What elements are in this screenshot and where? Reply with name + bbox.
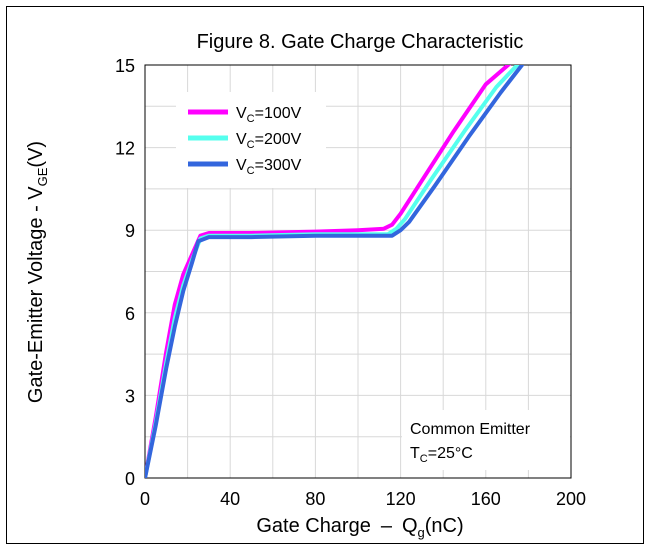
x-axis-label-symbol: Q [402, 515, 418, 537]
x-tick-label: 40 [220, 489, 240, 509]
y-tick-label: 0 [125, 469, 135, 489]
legend-label-1: VC=100V [236, 105, 302, 125]
series-line-3 [145, 65, 524, 478]
annotation-t-value: =25°C [428, 445, 473, 462]
x-axis-label-main: Gate Charge [256, 515, 371, 537]
annotation-t-subscript: C [420, 453, 428, 465]
x-axis-label-unit: (nC) [425, 515, 464, 537]
annotation-background [402, 410, 570, 470]
x-tick-label: 160 [471, 489, 501, 509]
annotation-line-2: TC=25°C [410, 445, 473, 465]
legend-label-3: VC=300V [236, 157, 302, 177]
y-axis-ticks: 0 3 6 9 12 15 [115, 56, 135, 489]
series-lines [145, 65, 524, 478]
annotation-t-symbol: T [410, 445, 420, 462]
y-tick-label: 6 [125, 304, 135, 324]
x-axis-label-subscript: g [418, 525, 425, 540]
y-tick-label: 9 [125, 221, 135, 241]
y-tick-label: 3 [125, 386, 135, 406]
chart-title: Figure 8. Gate Charge Characteristic [197, 31, 524, 53]
y-tick-label: 15 [115, 56, 135, 76]
series-line-1 [145, 65, 512, 478]
plot-area [144, 64, 572, 479]
y-axis-label: Gate-Emitter Voltage - VGE(V) [25, 141, 50, 403]
x-tick-label: 0 [140, 489, 150, 509]
y-axis-label-subscript: GE [35, 167, 50, 186]
annotation-line-1: Common Emitter [410, 421, 531, 438]
x-axis-label-dash: – [381, 515, 393, 537]
y-tick-label: 12 [115, 139, 135, 159]
legend: VC=100V VC=200V VC=300V [188, 105, 302, 177]
x-tick-label: 80 [305, 489, 325, 509]
x-axis-label: Gate Charge – Qg(nC) [256, 515, 463, 540]
x-axis-ticks: 0 40 80 120 160 200 [140, 489, 586, 509]
x-tick-label: 200 [556, 489, 586, 509]
legend-label-2: VC=200V [236, 131, 302, 151]
x-tick-label: 120 [386, 489, 416, 509]
y-axis-label-unit: (V) [25, 141, 47, 168]
y-axis-label-main: Gate-Emitter Voltage - V [25, 186, 47, 403]
figure-frame [6, 6, 644, 544]
